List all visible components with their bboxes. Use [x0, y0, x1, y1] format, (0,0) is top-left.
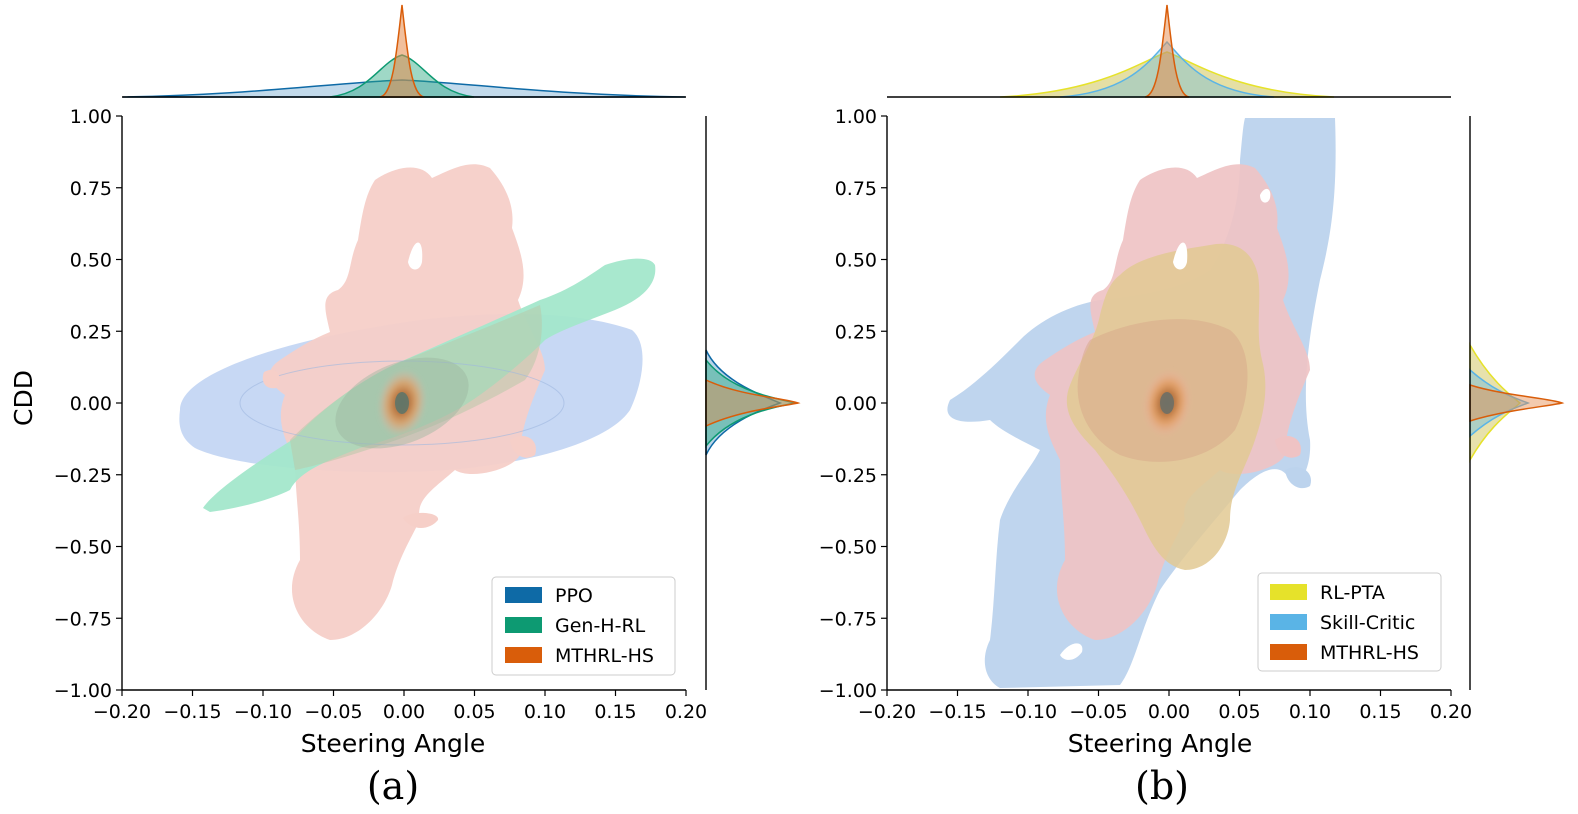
- y-tick-label-b: 0.50: [835, 250, 877, 272]
- legend-label-rl-pta: RL-PTA: [1320, 582, 1385, 604]
- kde-regions-b: [947, 118, 1336, 688]
- x-ticks-b: −0.20 −0.15 −0.10 −0.05 0.00 0.05 0.10 0.15 0.20: [858, 690, 1472, 723]
- x-tick-label-a: 0.00: [383, 701, 425, 723]
- y-ticks-a: 1.00 0.75 0.50 0.25 0.00 −0.25 −0.50 −0.75 −1.00: [54, 106, 122, 702]
- kde-hole-b3: [1060, 643, 1083, 660]
- legend-label-gen-h-rl: Gen-H-RL: [555, 615, 646, 637]
- y-tick-label-b: −0.50: [819, 537, 877, 559]
- x-tick-label-a: −0.15: [163, 701, 221, 723]
- x-tick-label-b: −0.20: [858, 701, 916, 723]
- y-tick-label-b: 0.75: [835, 178, 877, 200]
- y-axis-label-a: CDD: [9, 370, 38, 426]
- y-tick-label-b: −1.00: [819, 680, 877, 702]
- x-tick-label-a: −0.05: [304, 701, 362, 723]
- x-tick-label-a: 0.20: [665, 701, 707, 723]
- x-tick-label-b: −0.15: [928, 701, 986, 723]
- legend-label-mthrl-hs: MTHRL-HS: [555, 645, 654, 667]
- x-tick-label-b: −0.05: [1069, 701, 1127, 723]
- x-tick-label-b: 0.00: [1148, 701, 1190, 723]
- x-tick-label-b: 0.15: [1359, 701, 1401, 723]
- legend-swatch-rl-pta: [1270, 584, 1307, 600]
- panel-b: −0.20 −0.15 −0.10 −0.05 0.00 0.05 0.10 0.15 0.20…: [819, 4, 1565, 808]
- caption-b: (b): [1135, 764, 1189, 808]
- x-tick-label-b: −0.10: [999, 701, 1057, 723]
- marginal-top-mthrl-hs-b: [1144, 4, 1190, 98]
- legend-label-skill-critic: Skill-Critic: [1320, 612, 1415, 634]
- caption-a: (a): [367, 764, 419, 808]
- y-tick-label-a: −0.50: [54, 537, 112, 559]
- marginal-right-mthrl-hs: [705, 378, 801, 428]
- legend-swatch-mthrl-hs: [505, 647, 542, 663]
- x-tick-label-b: 0.20: [1430, 701, 1472, 723]
- y-tick-label-a: −1.00: [54, 680, 112, 702]
- top-marginal-b: [887, 4, 1451, 98]
- x-tick-label-a: −0.10: [234, 701, 292, 723]
- y-tick-label-a: 1.00: [70, 106, 112, 128]
- kde-hole-b1: [1173, 242, 1188, 270]
- x-axis-label-a: Steering Angle: [301, 729, 485, 758]
- y-tick-label-b: 0.25: [835, 321, 877, 343]
- x-tick-label-b: 0.05: [1218, 701, 1260, 723]
- y-tick-label-a: 0.25: [70, 321, 112, 343]
- kde-island-a3: [510, 435, 536, 458]
- legend-b: RL-PTA Skill-Critic MTHRL-HS: [1257, 572, 1442, 672]
- kde-core-dark-b: [1160, 392, 1174, 414]
- legend-swatch-mthrl-hs-b: [1270, 644, 1307, 660]
- legend-swatch-skill-critic: [1270, 614, 1307, 630]
- y-tick-label-a: 0.00: [70, 393, 112, 415]
- y-tick-label-b: −0.75: [819, 608, 877, 630]
- legend-a: PPO Gen-H-RL MTHRL-HS: [491, 576, 676, 676]
- legend-label-mthrl-hs-b: MTHRL-HS: [1320, 642, 1419, 664]
- y-tick-label-a: −0.75: [54, 608, 112, 630]
- kde-regions-a: [179, 164, 656, 640]
- kde-hole-a1: [408, 242, 423, 270]
- x-tick-label-a: 0.05: [453, 701, 495, 723]
- kde-core-dark-a: [395, 392, 409, 414]
- x-tick-label-b: 0.10: [1289, 701, 1331, 723]
- x-axis-label-b: Steering Angle: [1068, 729, 1252, 758]
- panel-a: −0.20 −0.15 −0.10 −0.05 0.00 0.05 0.10 0.15 0.20…: [9, 4, 801, 808]
- marginal-right-skill-critic: [1469, 368, 1531, 438]
- marginal-top-mthrl-hs: [379, 4, 425, 98]
- y-tick-label-a: 0.50: [70, 250, 112, 272]
- kde-island-a2: [262, 369, 280, 389]
- y-tick-label-b: 1.00: [835, 106, 877, 128]
- right-marginal-b: [1469, 116, 1565, 690]
- y-tick-label-b: −0.25: [819, 465, 877, 487]
- kde-hole-b2: [1260, 188, 1271, 203]
- y-tick-label-b: 0.00: [835, 393, 877, 415]
- x-tick-label-a: 0.15: [594, 701, 636, 723]
- legend-label-ppo: PPO: [555, 585, 593, 607]
- legend-swatch-gen-h-rl: [505, 617, 542, 633]
- kde-faint-ring-a: [239, 360, 565, 446]
- x-tick-label-a: 0.10: [524, 701, 566, 723]
- marginal-right-mthrl-hs-b: [1469, 383, 1565, 423]
- kde-island-b1: [1275, 435, 1301, 458]
- x-tick-label-a: −0.20: [93, 701, 151, 723]
- marginal-right-rl-pta: [1469, 342, 1522, 463]
- y-ticks-b: 1.00 0.75 0.50 0.25 0.00 −0.25 −0.50 −0.75 −1.00: [819, 106, 887, 702]
- y-tick-label-a: −0.25: [54, 465, 112, 487]
- kde-island-a1: [403, 512, 439, 528]
- x-ticks-a: −0.20 −0.15 −0.10 −0.05 0.00 0.05 0.10 0.15 0.20: [93, 690, 707, 723]
- y-tick-label-a: 0.75: [70, 178, 112, 200]
- legend-swatch-ppo: [505, 587, 542, 603]
- top-marginal-a: [122, 4, 686, 98]
- right-marginal-a: [705, 116, 801, 690]
- kde-island-b2: [1285, 467, 1311, 489]
